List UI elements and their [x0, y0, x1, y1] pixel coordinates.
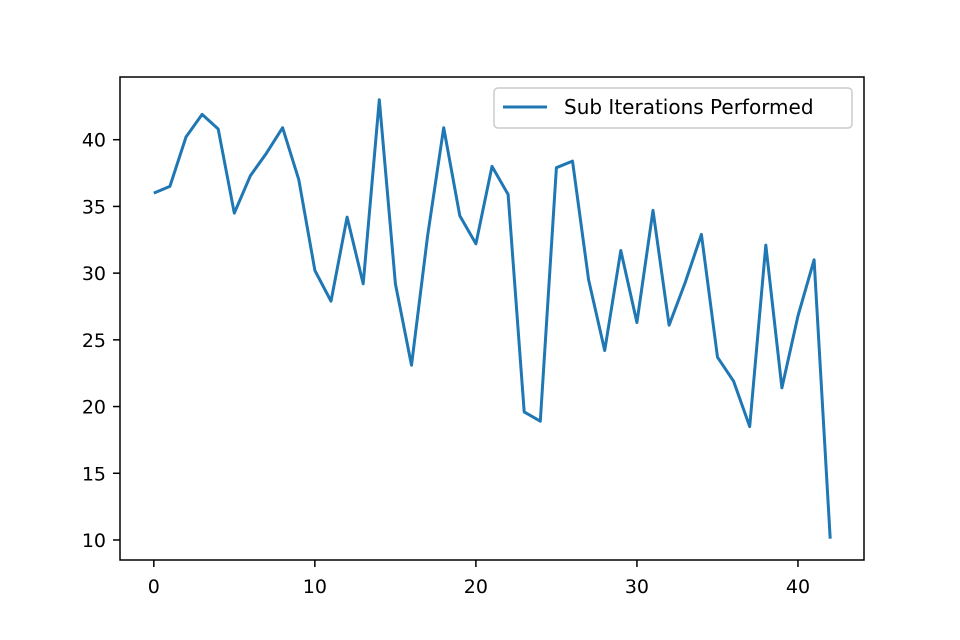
y-tick-label: 30	[82, 263, 106, 285]
legend-box	[493, 87, 853, 129]
y-tick-label: 10	[82, 530, 106, 552]
y-tick-label: 25	[82, 330, 106, 352]
axes-frame	[119, 76, 865, 561]
y-tick-label: 40	[82, 130, 106, 152]
y-tick-label: 20	[82, 397, 106, 419]
x-tick-label: 0	[148, 576, 160, 598]
x-tick-label: 10	[303, 576, 327, 598]
x-axis: 0 10 20 30 40	[148, 560, 810, 598]
x-tick-label: 40	[786, 576, 810, 598]
series-line-0	[153, 98, 832, 539]
legend: Sub Iterations Performed	[493, 87, 853, 129]
plot-area	[153, 98, 832, 539]
x-tick-label: 20	[464, 576, 488, 598]
y-tick-label: 15	[82, 463, 106, 485]
y-tick-label: 35	[82, 196, 106, 218]
x-tick-label: 30	[625, 576, 649, 598]
legend-label-sub-iterations: Sub Iterations Performed	[564, 95, 814, 119]
y-axis: 10 15 20 25 30 35 40	[82, 130, 120, 552]
